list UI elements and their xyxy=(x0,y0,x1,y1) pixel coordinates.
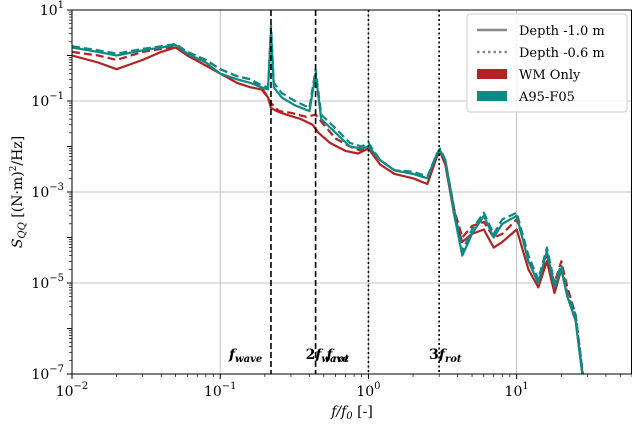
x-tick-label: 101 xyxy=(505,381,529,400)
legend-label: A95-F05 xyxy=(518,90,575,105)
x-tick-label: 100 xyxy=(356,381,380,400)
y-tick-label: 10−3 xyxy=(31,182,64,201)
x-axis-label: f/f0 [-] xyxy=(330,404,373,422)
legend-label: Depth -0.6 m xyxy=(519,46,605,61)
legend-label: Depth -1.0 m xyxy=(519,24,605,39)
legend-label: WM Only xyxy=(519,68,581,83)
series-line xyxy=(72,29,584,374)
y-tick-label: 10−1 xyxy=(31,91,64,110)
legend-color-swatch xyxy=(477,91,507,101)
axes: 10−2 10−1 100 101 10−7 10−5 10−3 10−1 101 xyxy=(31,0,632,400)
x-tick-label: 10−1 xyxy=(204,381,237,400)
plot-area xyxy=(72,24,584,374)
legend-box xyxy=(466,13,628,113)
frequency-label: 3frot xyxy=(429,347,462,365)
frequency-label: frot xyxy=(325,347,349,365)
x-tick-label: 10−2 xyxy=(56,381,89,400)
legend-color-swatch xyxy=(477,69,507,79)
y-tick-label: 10−7 xyxy=(31,364,64,383)
legend: Depth -1.0 m Depth -0.6 m WM Only A95-F05 xyxy=(466,13,628,113)
series-line xyxy=(72,24,584,374)
y-tick-label: 10−5 xyxy=(31,273,64,292)
frequency-label: 2fwave xyxy=(306,347,349,365)
series-line xyxy=(72,46,584,374)
y-tick-label: 101 xyxy=(40,0,64,19)
y-axis-label: SQQ [(N·m)2/Hz] xyxy=(9,136,28,248)
frequency-label: fwave xyxy=(228,347,262,365)
